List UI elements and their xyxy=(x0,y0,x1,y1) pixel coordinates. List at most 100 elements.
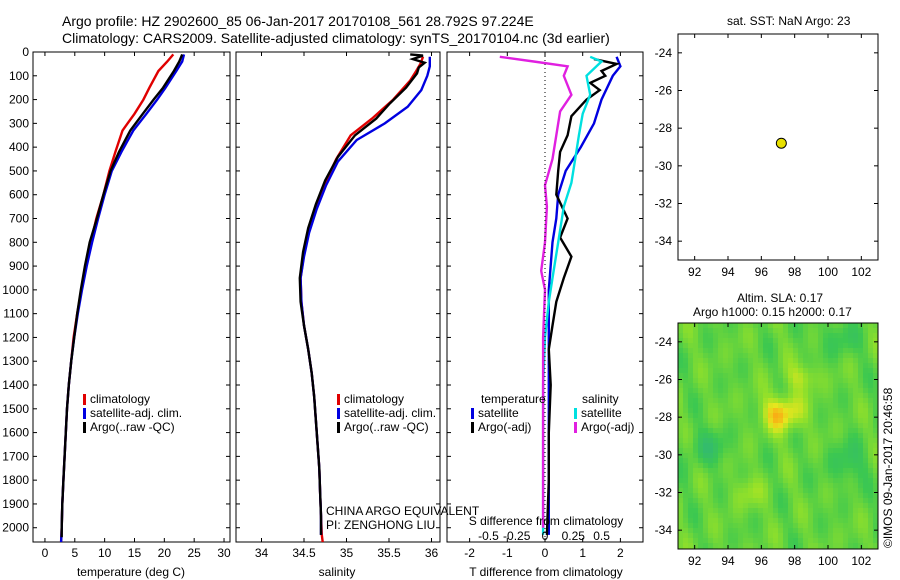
heatmap-cell xyxy=(728,358,734,364)
heatmap-cell xyxy=(753,378,759,384)
heatmap-cell xyxy=(823,538,829,544)
heatmap-cell xyxy=(788,398,794,404)
heatmap-cell xyxy=(753,403,759,409)
heatmap-cell xyxy=(698,408,704,414)
heatmap-cell xyxy=(738,438,744,444)
heatmap-cell xyxy=(793,423,799,429)
heatmap-cell xyxy=(728,453,734,459)
heatmap-cell xyxy=(813,468,819,474)
heatmap-cell xyxy=(763,358,769,364)
heatmap-cell xyxy=(683,338,689,344)
heatmap-cell xyxy=(758,483,764,489)
heatmap-cell xyxy=(688,338,694,344)
heatmap-cell xyxy=(868,423,874,429)
heatmap-cell xyxy=(818,358,824,364)
heatmap-cell xyxy=(843,458,849,464)
heatmap-cell xyxy=(863,483,869,489)
heatmap-cell xyxy=(708,383,714,389)
heatmap-cell xyxy=(848,498,854,504)
heatmap-cell xyxy=(788,508,794,514)
heatmap-cell xyxy=(678,458,684,464)
heatmap-cell xyxy=(698,518,704,524)
heatmap-cell xyxy=(778,328,784,334)
heatmap-cell xyxy=(788,383,794,389)
heatmap-cell xyxy=(808,378,814,384)
heatmap-cell xyxy=(823,418,829,424)
heatmap-cell xyxy=(753,468,759,474)
heatmap-cell xyxy=(703,388,709,394)
heatmap-cell xyxy=(683,378,689,384)
heatmap-cell xyxy=(723,433,729,439)
heatmap-cell xyxy=(768,373,774,379)
heatmap-cell xyxy=(708,488,714,494)
heatmap-cell xyxy=(713,323,719,329)
heatmap-cell xyxy=(718,343,724,349)
heatmap-cell xyxy=(738,413,744,419)
heatmap-cell xyxy=(743,443,749,449)
heatmap-cell xyxy=(778,343,784,349)
heatmap-cell xyxy=(798,443,804,449)
salinity-panel: 34 34.5 35 35.5 36salinityclimatologysatelli… xyxy=(235,51,441,579)
heatmap-cell xyxy=(858,523,864,529)
heatmap-cell xyxy=(818,528,824,534)
heatmap-cell xyxy=(818,333,824,339)
heatmap-cell xyxy=(763,498,769,504)
heatmap-cell xyxy=(863,343,869,349)
heatmap-cell xyxy=(858,528,864,534)
heatmap-cell xyxy=(788,513,794,519)
sla-heatmap xyxy=(678,323,879,550)
heatmap-cell xyxy=(783,468,789,474)
heatmap-cell xyxy=(718,373,724,379)
heatmap-cell xyxy=(738,543,744,549)
heatmap-cell xyxy=(778,498,784,504)
heatmap-cell xyxy=(678,438,684,444)
heatmap-cell xyxy=(818,533,824,539)
heatmap-cell xyxy=(728,328,734,334)
heatmap-cell xyxy=(708,388,714,394)
heatmap-cell xyxy=(843,328,849,334)
heatmap-cell xyxy=(713,508,719,514)
heatmap-cell xyxy=(858,353,864,359)
heatmap-cell xyxy=(748,503,754,509)
heatmap-cell xyxy=(868,368,874,374)
heatmap-cell xyxy=(728,403,734,409)
heatmap-cell xyxy=(808,368,814,374)
y-tick-label: 1200 xyxy=(2,330,29,344)
heatmap-cell xyxy=(808,538,814,544)
heatmap-cell xyxy=(718,433,724,439)
heatmap-cell xyxy=(703,543,709,549)
x-tick-label: 96 xyxy=(755,265,769,279)
heatmap-cell xyxy=(683,383,689,389)
heatmap-cell xyxy=(853,533,859,539)
heatmap-cell xyxy=(758,503,764,509)
heatmap-cell xyxy=(723,473,729,479)
heatmap-cell xyxy=(773,478,779,484)
heatmap-cell xyxy=(753,428,759,434)
heatmap-cell xyxy=(718,418,724,424)
heatmap-cell xyxy=(758,488,764,494)
heatmap-cell xyxy=(808,488,814,494)
heatmap-cell xyxy=(733,503,739,509)
heatmap-cell xyxy=(743,338,749,344)
heatmap-cell xyxy=(733,368,739,374)
heatmap-cell xyxy=(843,413,849,419)
heatmap-cell xyxy=(728,538,734,544)
heatmap-cell xyxy=(803,353,809,359)
heatmap-cell xyxy=(803,413,809,419)
heatmap-cell xyxy=(723,438,729,444)
heatmap-cell xyxy=(818,538,824,544)
heatmap-cell xyxy=(708,393,714,399)
heatmap-cell xyxy=(868,533,874,539)
heatmap-cell xyxy=(763,398,769,404)
heatmap-cell xyxy=(778,368,784,374)
heatmap-cell xyxy=(678,413,684,419)
series-magenta-line xyxy=(499,55,573,528)
heatmap-cell xyxy=(693,323,699,329)
heatmap-cell xyxy=(823,403,829,409)
heatmap-cell xyxy=(853,498,859,504)
float-marker xyxy=(775,137,787,149)
heatmap-cell xyxy=(823,358,829,364)
heatmap-cell xyxy=(873,513,879,519)
heatmap-cell xyxy=(773,458,779,464)
heatmap-cell xyxy=(873,338,879,344)
